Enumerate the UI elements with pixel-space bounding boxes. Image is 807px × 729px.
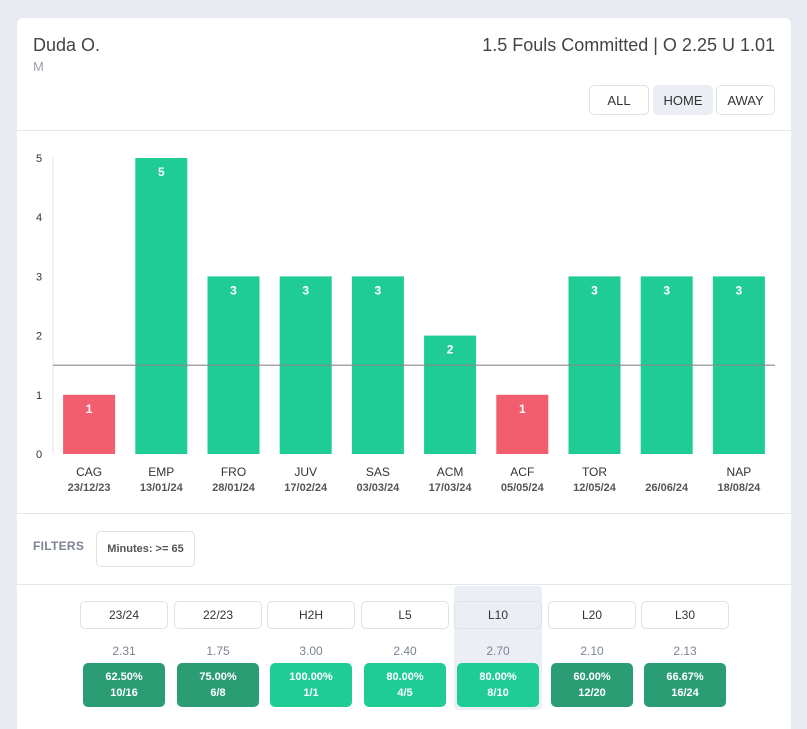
bar-chart-svg: 0 1 2 3 4 5 1 CAG 23/12/23 5 EMP 13/01/24 3 FRO 28/01/… <box>36 153 775 494</box>
card-header: Duda O. M 1.5 Fouls Committed | O 2.25 U… <box>17 18 791 131</box>
hit-rate-percent: 100.00% <box>289 671 333 683</box>
x-tick-opponent: ACM <box>437 465 464 479</box>
x-tick-date: 17/02/24 <box>284 482 328 494</box>
x-tick-opponent: NAP <box>727 465 752 479</box>
bar-value-label: 3 <box>736 283 743 297</box>
period-average: 2.40 <box>393 644 417 658</box>
player-position: M <box>33 59 44 74</box>
bar-value-label: 3 <box>591 283 598 297</box>
market-title: 1.5 Fouls Committed | O 2.25 U 1.01 <box>482 35 775 55</box>
x-tick-date: 23/12/23 <box>68 482 111 494</box>
filter-home-button[interactable]: HOME <box>653 85 713 115</box>
period-hit-rate: 75.00% 6/8 <box>177 663 259 707</box>
period-hit-rate: 66.67% 16/24 <box>644 663 726 707</box>
filter-all-button[interactable]: ALL <box>589 85 649 115</box>
bar <box>424 335 477 454</box>
x-tick-opponent: CAG <box>76 465 102 479</box>
y-tick-label: 3 <box>36 271 42 283</box>
player-name: Duda O. <box>33 35 101 55</box>
hit-rate-percent: 80.00% <box>386 671 424 683</box>
period-button[interactable]: L10 <box>454 601 542 629</box>
x-tick-opponent: ACF <box>510 465 534 479</box>
x-tick-opponent: EMP <box>148 465 174 479</box>
fouls-chart: 0 1 2 3 4 5 1 CAG 23/12/23 5 EMP 13/01/24 3 FRO 28/01/… <box>17 132 791 514</box>
period-average: 2.70 <box>486 644 510 658</box>
bar-value-label: 1 <box>519 402 526 416</box>
period-l20: L20 2.10 60.00% 12/20 <box>548 586 636 726</box>
period-22-23: 22/23 1.75 75.00% 6/8 <box>174 586 262 726</box>
period-hit-rate: 62.50% 10/16 <box>83 663 165 707</box>
x-tick-date: 26/06/24 <box>645 482 689 494</box>
period-l5: L5 2.40 80.00% 4/5 <box>361 586 449 726</box>
x-tick-date: 13/01/24 <box>140 482 184 494</box>
bar <box>496 394 549 454</box>
y-tick-label: 0 <box>36 449 42 461</box>
period-hit-rate: 100.00% 1/1 <box>270 663 352 707</box>
x-tick-opponent: FRO <box>221 465 246 479</box>
x-tick-date: 05/05/24 <box>501 482 545 494</box>
period-average: 3.00 <box>299 644 323 658</box>
bar <box>135 158 188 454</box>
period-button[interactable]: L20 <box>548 601 636 629</box>
y-tick-label: 2 <box>36 331 42 343</box>
bar-value-label: 3 <box>375 283 382 297</box>
x-tick-date: 17/03/24 <box>429 482 473 494</box>
period-h2h: H2H 3.00 100.00% 1/1 <box>267 586 355 726</box>
bar-value-label: 3 <box>663 283 670 297</box>
period-hit-rate: 80.00% 4/5 <box>364 663 446 707</box>
bar <box>63 394 116 454</box>
bar-value-label: 5 <box>158 165 165 179</box>
hit-rate-ratio: 10/16 <box>110 687 138 699</box>
bar-value-label: 3 <box>230 283 237 297</box>
period-stats: 23/24 2.31 62.50% 10/16 22/23 1.75 75.00% 6/8 H2… <box>17 586 791 729</box>
hit-rate-ratio: 12/20 <box>578 687 606 699</box>
period-button[interactable]: H2H <box>267 601 355 629</box>
period-average: 1.75 <box>206 644 230 658</box>
hit-rate-ratio: 6/8 <box>210 687 226 699</box>
period-average: 2.10 <box>580 644 604 658</box>
period-hit-rate: 80.00% 8/10 <box>457 663 539 707</box>
period-button[interactable]: 23/24 <box>80 601 168 629</box>
period-l10: L10 2.70 80.00% 8/10 <box>454 586 542 726</box>
x-tick-date: 12/05/24 <box>573 482 617 494</box>
hit-rate-ratio: 8/10 <box>487 687 509 699</box>
y-tick-label: 5 <box>36 153 42 165</box>
period-hit-rate: 60.00% 12/20 <box>551 663 633 707</box>
filter-away-button[interactable]: AWAY <box>716 85 775 115</box>
filters-section: FILTERS Minutes: >= 65 <box>17 515 791 585</box>
player-prop-card: Duda O. M 1.5 Fouls Committed | O 2.25 U… <box>17 18 791 729</box>
bar-value-label: 3 <box>302 283 309 297</box>
period-button[interactable]: L30 <box>641 601 729 629</box>
hit-rate-percent: 80.00% <box>479 671 517 683</box>
period-l30: L30 2.13 66.67% 16/24 <box>641 586 729 726</box>
filters-label: FILTERS <box>33 539 85 553</box>
bar-value-label: 1 <box>86 402 93 416</box>
period-button[interactable]: 22/23 <box>174 601 262 629</box>
x-tick-opponent: TOR <box>582 465 607 479</box>
hit-rate-ratio: 1/1 <box>303 687 319 699</box>
hit-rate-ratio: 4/5 <box>397 687 413 699</box>
y-tick-label: 4 <box>36 212 42 224</box>
x-tick-opponent: JUV <box>294 465 317 479</box>
hit-rate-percent: 75.00% <box>199 671 237 683</box>
y-tick-label: 1 <box>36 390 42 402</box>
bar-value-label: 2 <box>447 343 454 357</box>
hit-rate-percent: 60.00% <box>573 671 611 683</box>
period-average: 2.31 <box>112 644 136 658</box>
x-tick-date: 18/08/24 <box>717 482 761 494</box>
period-button[interactable]: L5 <box>361 601 449 629</box>
hit-rate-percent: 66.67% <box>666 671 704 683</box>
minutes-filter-chip[interactable]: Minutes: >= 65 <box>96 531 195 567</box>
period-average: 2.13 <box>673 644 697 658</box>
period-23-24: 23/24 2.31 62.50% 10/16 <box>80 586 168 726</box>
hit-rate-ratio: 16/24 <box>671 687 699 699</box>
hit-rate-percent: 62.50% <box>105 671 143 683</box>
x-tick-date: 28/01/24 <box>212 482 256 494</box>
x-tick-opponent: SAS <box>366 465 390 479</box>
x-tick-date: 03/03/24 <box>356 482 400 494</box>
